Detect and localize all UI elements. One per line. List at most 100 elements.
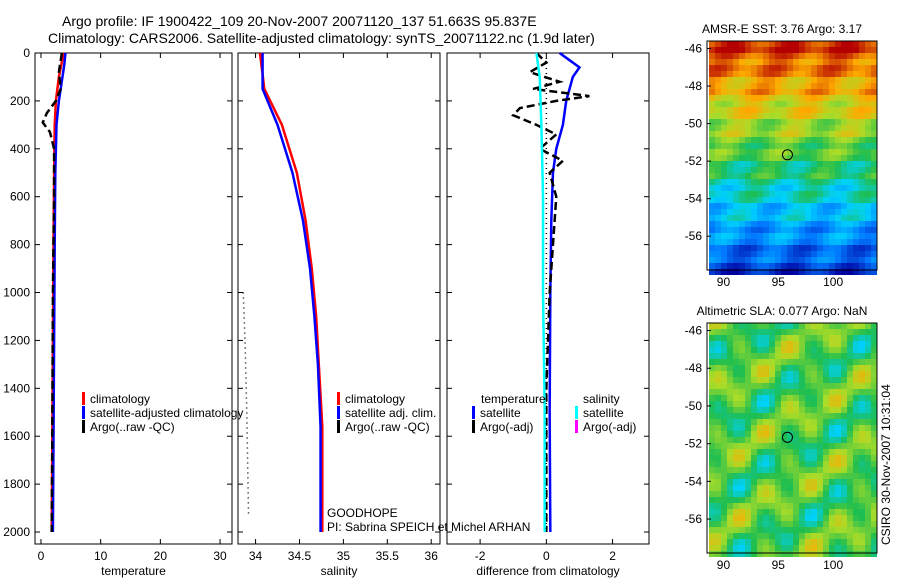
map-cell (865, 395, 871, 401)
y-tick-label: 0 (23, 46, 30, 60)
map-cell (871, 359, 877, 365)
legend-swatch (82, 406, 85, 419)
map-cell (745, 155, 751, 161)
map-cell (739, 263, 745, 269)
map-cell (715, 89, 721, 95)
map-cell (871, 443, 877, 449)
map-cell (871, 155, 877, 161)
map-cell (757, 239, 763, 245)
map-cell (859, 53, 865, 59)
map-cell (841, 131, 847, 137)
map-cell (721, 527, 727, 533)
map-cell (835, 407, 841, 413)
x-tick-label: 2 (609, 549, 616, 563)
map-cell (811, 263, 817, 269)
map-cell (805, 353, 811, 359)
map-cell (835, 353, 841, 359)
map-cell (865, 155, 871, 161)
map-cell (793, 245, 799, 251)
map-cell (727, 137, 733, 143)
map-cell (787, 89, 793, 95)
map-cell (835, 533, 841, 539)
map-cell (787, 83, 793, 89)
map-cell (835, 509, 841, 515)
legend-swatch (337, 392, 340, 405)
map-cell (805, 245, 811, 251)
map-cell (787, 347, 793, 353)
map-cell (751, 377, 757, 383)
map-cell (817, 551, 823, 557)
map-cell (871, 383, 877, 389)
map-cell (733, 473, 739, 479)
map-cell (829, 227, 835, 233)
map-y-tick-label: -48 (685, 361, 703, 375)
map-cell (859, 245, 865, 251)
map-cell (871, 533, 877, 539)
map-cell (799, 401, 805, 407)
map-cell (709, 245, 715, 251)
map-cell (745, 353, 751, 359)
map-cell (871, 143, 877, 149)
map-cell (835, 83, 841, 89)
map-cell (739, 131, 745, 137)
map-cell (775, 221, 781, 227)
map-cell (775, 167, 781, 173)
map-cell (871, 47, 877, 53)
map-cell (763, 497, 769, 503)
map-cell (739, 407, 745, 413)
map-cell (709, 329, 715, 335)
map-cell (769, 401, 775, 407)
map-cell (709, 233, 715, 239)
map-cell (721, 41, 727, 47)
map-cell (757, 233, 763, 239)
map-cell (775, 257, 781, 263)
x-tick-label: 34.5 (288, 549, 312, 563)
map-cell (727, 455, 733, 461)
map-cell (829, 263, 835, 269)
map-cell (733, 455, 739, 461)
legend-header-salinity: salinity (583, 392, 620, 406)
map-cell (823, 419, 829, 425)
map-cell (787, 497, 793, 503)
map-cell (859, 143, 865, 149)
map-cell (835, 485, 841, 491)
map-cell (817, 125, 823, 131)
map-cell (853, 509, 859, 515)
map-cell (853, 179, 859, 185)
map-cell (769, 191, 775, 197)
map-cell (721, 107, 727, 113)
map-cell (709, 167, 715, 173)
map-cell (865, 107, 871, 113)
map-cell (865, 551, 871, 557)
map-cell (757, 389, 763, 395)
map-cell (799, 509, 805, 515)
map-cell (859, 527, 865, 533)
legend-label: satellite (480, 406, 521, 420)
map-cell (865, 491, 871, 497)
map-cell (805, 431, 811, 437)
map-cell (775, 425, 781, 431)
map-cell (733, 377, 739, 383)
map-cell (841, 101, 847, 107)
map-cell (829, 95, 835, 101)
map-cell (793, 323, 799, 329)
map-cell (823, 173, 829, 179)
map-cell (721, 383, 727, 389)
legend-label: Argo(..raw -QC) (345, 420, 430, 434)
map-cell (751, 323, 757, 329)
map-cell (847, 437, 853, 443)
map-cell (739, 365, 745, 371)
map-cell (853, 47, 859, 53)
map-cell (757, 365, 763, 371)
map-cell (817, 59, 823, 65)
map-cell (811, 59, 817, 65)
y-tick-label: 200 (10, 94, 30, 108)
map-cell (775, 263, 781, 269)
map-cell (799, 335, 805, 341)
map-cell (847, 377, 853, 383)
map-cell (787, 245, 793, 251)
map-cell (823, 233, 829, 239)
map-cell (757, 419, 763, 425)
map-cell (715, 551, 721, 557)
map-cell (721, 83, 727, 89)
